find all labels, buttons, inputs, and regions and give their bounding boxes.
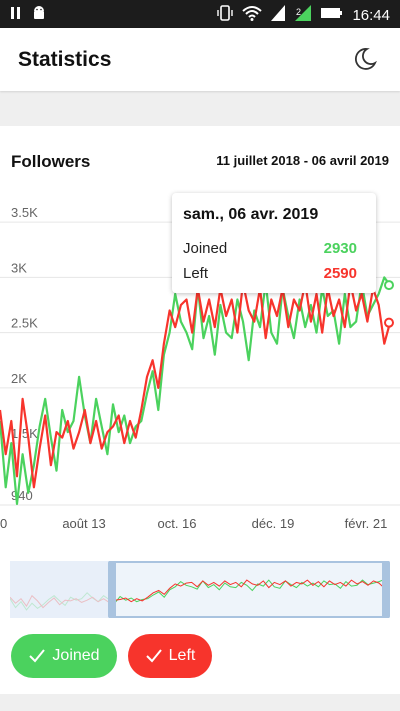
chart-tooltip: sam., 06 avr. 2019 Joined 2930 Left 2590 xyxy=(172,193,376,293)
joined-button-label: Joined xyxy=(52,647,100,664)
moon-icon[interactable] xyxy=(352,46,378,72)
check-icon xyxy=(145,649,162,663)
date-range: 11 juillet 2018 - 06 avril 2019 xyxy=(216,153,389,168)
android-icon xyxy=(32,6,46,25)
range-navigator[interactable] xyxy=(10,561,390,618)
x-tick-label: août 13 xyxy=(62,516,105,531)
vibrate-icon xyxy=(216,4,234,26)
y-tick-label: 2K xyxy=(11,371,27,386)
left-button-label: Left xyxy=(168,647,196,664)
tooltip-joined-row: Joined 2930 xyxy=(183,240,367,257)
navigator-handle-right xyxy=(382,561,390,618)
tooltip-left-row: Left 2590 xyxy=(183,265,367,282)
left-toggle-button[interactable]: Left xyxy=(128,634,212,678)
tooltip-joined-label: Joined xyxy=(183,240,228,257)
page-title: Statistics xyxy=(18,48,112,71)
y-tick-label: 3.5K xyxy=(11,205,38,220)
svg-text:2: 2 xyxy=(296,7,301,17)
card-title: Followers xyxy=(11,152,91,171)
tooltip-left-value: 2590 xyxy=(323,265,357,282)
x-tick-label: déc. 19 xyxy=(252,516,295,531)
y-tick-label: 2.5K xyxy=(11,316,38,331)
tooltip-joined-value: 2930 xyxy=(323,240,357,257)
y-tick-label: 1.5K xyxy=(11,426,38,441)
y-tick-label: 3K xyxy=(11,260,27,275)
x-tick-label: févr. 21 xyxy=(345,516,388,531)
series-marker-joined xyxy=(384,280,394,291)
x-tick-label: 0 xyxy=(0,516,7,531)
wifi-icon xyxy=(242,5,263,25)
clock-text: 16:44 xyxy=(352,6,390,24)
series-marker-left xyxy=(384,317,394,328)
joined-toggle-button[interactable]: Joined xyxy=(11,634,117,678)
check-icon xyxy=(29,649,46,663)
signal-icon xyxy=(270,4,286,26)
tooltip-left-label: Left xyxy=(183,265,209,282)
navigator-mask xyxy=(10,561,110,618)
x-tick-label: oct. 16 xyxy=(157,516,196,531)
battery-icon xyxy=(320,6,344,24)
series-line-left xyxy=(0,281,392,489)
tooltip-date: sam., 06 avr. 2019 xyxy=(183,206,319,223)
status-bar: 2 16:44 xyxy=(0,0,400,28)
app-bar: Statistics xyxy=(0,28,400,91)
navigator-handle-left xyxy=(108,561,116,618)
pause-icon xyxy=(10,6,22,25)
signal-2-icon: 2 xyxy=(294,4,312,26)
